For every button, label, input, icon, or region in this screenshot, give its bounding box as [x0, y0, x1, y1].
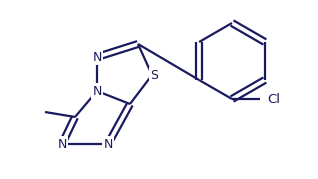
Text: N: N: [92, 50, 102, 64]
Text: N: N: [103, 137, 113, 151]
Text: Cl: Cl: [267, 93, 280, 105]
Text: N: N: [92, 84, 102, 98]
Text: N: N: [57, 137, 67, 151]
Text: S: S: [150, 69, 158, 81]
